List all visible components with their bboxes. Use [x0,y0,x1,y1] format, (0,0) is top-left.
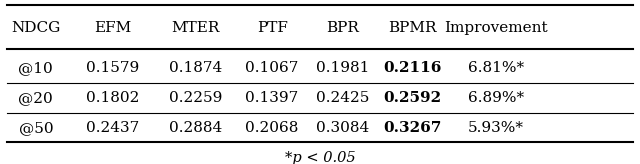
Text: 0.3084: 0.3084 [316,121,369,135]
Text: 0.2437: 0.2437 [86,121,139,135]
Text: 5.93%*: 5.93%* [468,121,524,135]
Text: 0.1802: 0.1802 [86,91,139,105]
Text: 0.1874: 0.1874 [169,61,222,75]
Text: 0.2592: 0.2592 [383,91,442,105]
Text: 0.1981: 0.1981 [316,61,369,75]
Text: PTF: PTF [257,21,287,35]
Text: MTER: MTER [172,21,220,35]
Text: 0.3267: 0.3267 [383,121,442,135]
Text: 0.2425: 0.2425 [316,91,369,105]
Text: 0.1067: 0.1067 [245,61,299,75]
Text: EFM: EFM [94,21,131,35]
Text: 0.2259: 0.2259 [169,91,222,105]
Text: BPR: BPR [326,21,359,35]
Text: 6.89%*: 6.89%* [468,91,524,105]
Text: 0.2116: 0.2116 [383,61,442,75]
Text: @10: @10 [19,61,53,75]
Text: 0.1397: 0.1397 [246,91,299,105]
Text: 0.2884: 0.2884 [169,121,222,135]
Text: @20: @20 [19,91,53,105]
Text: 0.2068: 0.2068 [245,121,299,135]
Text: @50: @50 [19,121,53,135]
Text: Improvement: Improvement [444,21,547,35]
Text: *p < 0.05: *p < 0.05 [285,151,355,164]
Text: NDCG: NDCG [11,21,61,35]
Text: 6.81%*: 6.81%* [468,61,524,75]
Text: 0.1579: 0.1579 [86,61,139,75]
Text: BPMR: BPMR [388,21,437,35]
